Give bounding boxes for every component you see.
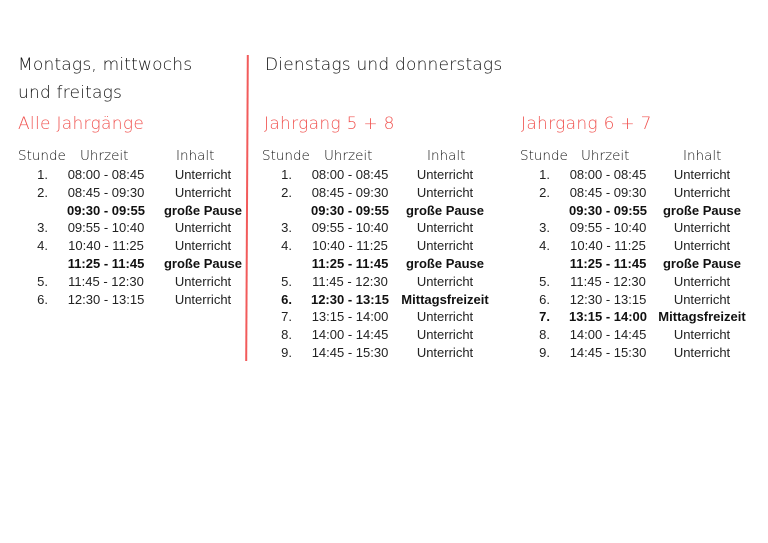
lesson-content: große Pause	[163, 202, 243, 218]
time-range: 11:45 - 12:30	[312, 273, 388, 289]
lesson-content: Unterricht	[174, 238, 232, 254]
header-inhalt: Inhalt	[427, 148, 466, 164]
header-uhrzeit: Uhrzeit	[324, 148, 373, 164]
time-range: 11:45 - 12:30	[570, 273, 646, 289]
title-tue-thu: Dienstags und donnerstags	[265, 55, 503, 75]
time-range: 11:25 - 11:45	[311, 255, 389, 271]
lesson-number: 3.	[37, 220, 48, 236]
lesson-number: 2.	[281, 184, 292, 200]
time-range: 12:30 - 13:15	[67, 291, 145, 307]
time-range: 11:25 - 11:45	[67, 255, 145, 271]
lesson-content: Unterricht	[174, 184, 232, 200]
lesson-content: Unterricht	[416, 220, 474, 236]
title-mon-wed-fri-line1: Montags, mittwochs	[18, 55, 193, 75]
lesson-content: Unterricht	[416, 238, 474, 254]
lesson-content: Unterricht	[174, 291, 232, 307]
lesson-content: große Pause	[163, 255, 243, 271]
lesson-content: Unterricht	[416, 309, 474, 325]
lesson-number: 5.	[37, 273, 48, 289]
lesson-content: Unterricht	[416, 273, 474, 289]
subtitle-all-grades: Alle Jahrgänge	[18, 114, 145, 134]
lesson-number: 1.	[37, 167, 48, 182]
time-range: 14:45 - 15:30	[311, 344, 389, 360]
time-range: 09:55 - 10:40	[311, 220, 389, 236]
header-inhalt: Inhalt	[176, 148, 215, 164]
lesson-content: Unterricht	[174, 220, 232, 236]
lesson-content: Unterricht	[416, 344, 474, 360]
lesson-number: 4.	[281, 238, 292, 254]
time-range: 13:15 - 14:00	[568, 309, 648, 325]
time-range: 09:30 - 09:55	[568, 202, 648, 218]
lesson-number: 6.	[37, 291, 48, 307]
lesson-content: große Pause	[405, 202, 485, 218]
title-mon-wed-fri-line2: und freitags	[18, 83, 123, 103]
lesson-number: 5.	[539, 273, 550, 289]
time-range: 10:40 - 11:25	[570, 238, 646, 254]
lesson-content: Unterricht	[673, 273, 731, 289]
time-range: 12:30 - 13:15	[569, 291, 647, 307]
lesson-content: Mittagsfreizeit	[401, 291, 489, 307]
time-range: 09:30 - 09:55	[66, 202, 146, 218]
lesson-content: Unterricht	[174, 167, 232, 182]
lesson-content: große Pause	[662, 255, 742, 271]
time-range: 08:00 - 08:45	[311, 167, 389, 182]
lesson-content: Unterricht	[673, 238, 731, 254]
lesson-number: 1.	[281, 167, 292, 182]
time-range: 11:25 - 11:45	[569, 255, 647, 271]
lesson-number: 5.	[281, 273, 292, 289]
lesson-content: Unterricht	[673, 167, 731, 182]
time-range: 09:30 - 09:55	[310, 202, 390, 218]
header-inhalt: Inhalt	[683, 148, 722, 164]
time-range: 14:45 - 15:30	[569, 344, 647, 360]
header-stunde: Stunde	[18, 148, 66, 164]
lesson-number: 6.	[281, 291, 292, 307]
lesson-number: 7.	[281, 309, 292, 325]
header-uhrzeit: Uhrzeit	[581, 148, 630, 164]
time-range: 10:40 - 11:25	[312, 238, 388, 254]
lesson-number: 3.	[281, 220, 292, 236]
lesson-number: 9.	[281, 344, 292, 360]
time-range: 09:55 - 10:40	[569, 220, 647, 236]
lesson-content: große Pause	[662, 202, 742, 218]
lesson-number: 3.	[539, 220, 550, 236]
lesson-number: 1.	[539, 167, 550, 182]
lesson-content: Unterricht	[673, 344, 731, 360]
lesson-content: Unterricht	[416, 167, 474, 182]
time-range: 14:00 - 14:45	[311, 327, 389, 343]
lesson-content: Unterricht	[416, 184, 474, 200]
header-stunde: Stunde	[520, 148, 568, 164]
subtitle-grades-5-8: Jahrgang 5 + 8	[264, 114, 395, 134]
lesson-number: 8.	[539, 327, 550, 343]
lesson-content: Mittagsfreizeit	[658, 309, 746, 325]
lesson-number: 9.	[539, 344, 550, 360]
time-range: 14:00 - 14:45	[569, 327, 647, 343]
time-range: 10:40 - 11:25	[68, 238, 144, 254]
lesson-content: Unterricht	[673, 220, 731, 236]
lesson-content: Unterricht	[673, 184, 731, 200]
lesson-number: 2.	[539, 184, 550, 200]
time-range: 13:15 - 14:00	[311, 309, 389, 325]
time-range: 11:45 - 12:30	[68, 273, 144, 289]
lesson-content: Unterricht	[174, 273, 232, 289]
subtitle-grades-6-7: Jahrgang 6 + 7	[521, 114, 652, 134]
header-uhrzeit: Uhrzeit	[80, 148, 129, 164]
lesson-number: 4.	[539, 238, 550, 254]
lesson-number: 6.	[539, 291, 550, 307]
lesson-content: Unterricht	[673, 291, 731, 307]
lesson-number: 8.	[281, 327, 292, 343]
lesson-number: 4.	[37, 238, 48, 254]
time-range: 08:45 - 09:30	[569, 184, 647, 200]
time-range: 12:30 - 13:15	[310, 291, 390, 307]
lesson-number: 7.	[539, 309, 550, 325]
time-range: 08:45 - 09:30	[311, 184, 389, 200]
lesson-number: 2.	[37, 184, 48, 200]
time-range: 08:45 - 09:30	[67, 184, 145, 200]
lesson-content: große Pause	[405, 255, 485, 271]
time-range: 08:00 - 08:45	[569, 167, 647, 182]
header-stunde: Stunde	[262, 148, 310, 164]
lesson-content: Unterricht	[673, 327, 731, 343]
time-range: 08:00 - 08:45	[67, 167, 145, 182]
time-range: 09:55 - 10:40	[67, 220, 145, 236]
lesson-content: Unterricht	[416, 327, 474, 343]
